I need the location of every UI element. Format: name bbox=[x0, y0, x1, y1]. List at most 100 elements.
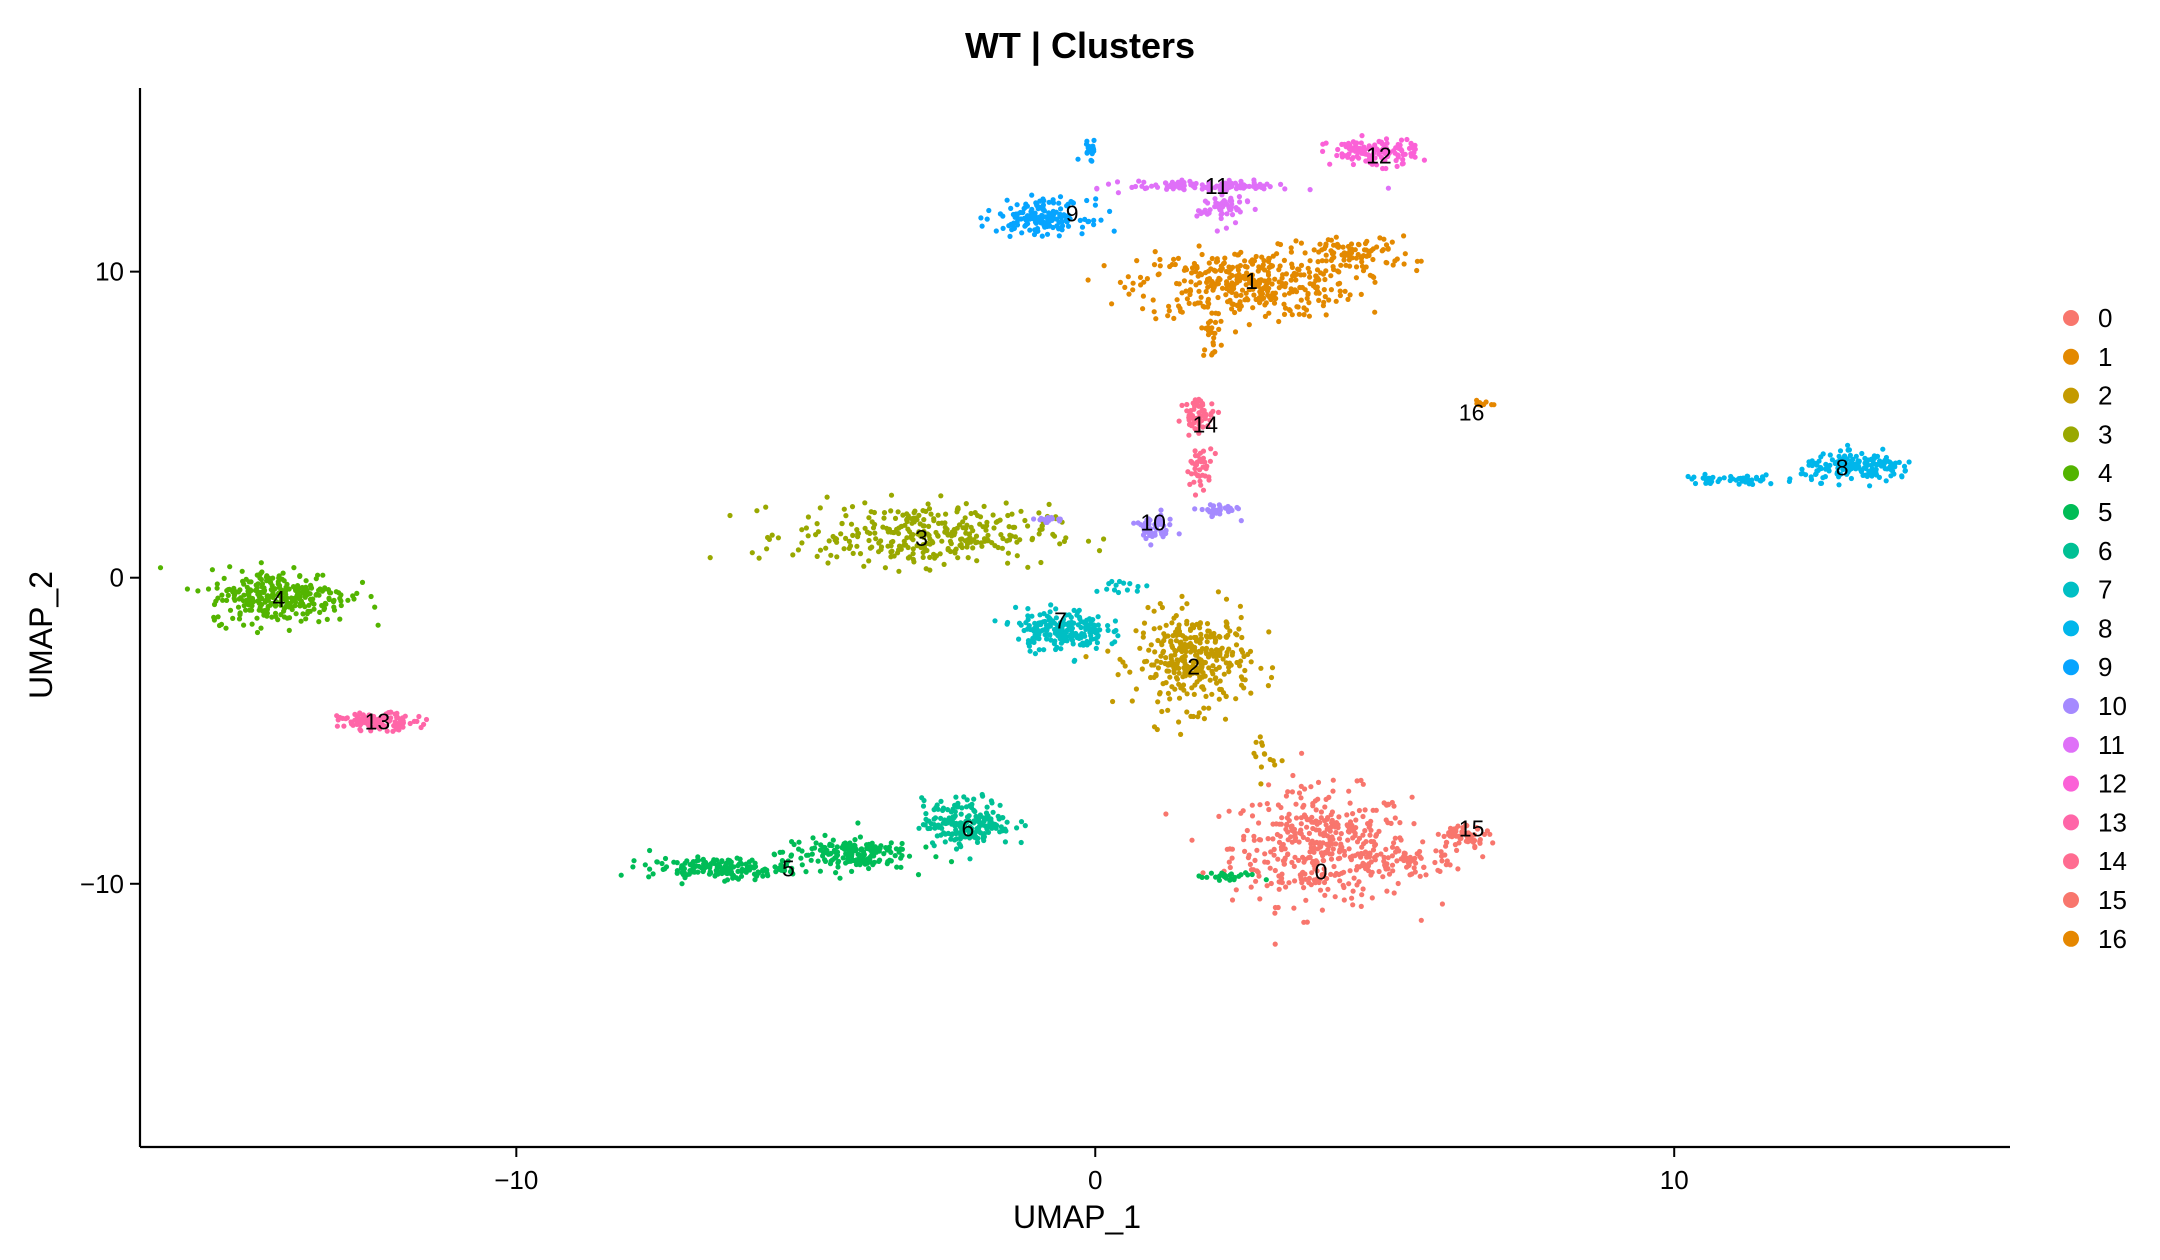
data-point bbox=[1166, 303, 1172, 309]
legend-label: 12 bbox=[2098, 769, 2127, 799]
data-point bbox=[958, 811, 964, 817]
data-point bbox=[337, 616, 343, 622]
data-point bbox=[1164, 661, 1170, 667]
data-point bbox=[1094, 640, 1100, 646]
data-point bbox=[1242, 848, 1248, 855]
data-point bbox=[945, 532, 951, 538]
cluster-label-11: 11 bbox=[1205, 173, 1229, 199]
data-point bbox=[1025, 213, 1031, 219]
data-point bbox=[1348, 241, 1355, 247]
data-point bbox=[1233, 642, 1240, 648]
data-point bbox=[1276, 839, 1283, 846]
data-point bbox=[1298, 240, 1304, 246]
data-point bbox=[976, 817, 982, 823]
data-point bbox=[857, 834, 864, 840]
data-point bbox=[963, 501, 969, 507]
data-point bbox=[1186, 417, 1192, 423]
data-point bbox=[1848, 475, 1854, 482]
data-point bbox=[1272, 762, 1278, 768]
data-point bbox=[1158, 507, 1164, 513]
data-point bbox=[968, 510, 974, 517]
data-point bbox=[1014, 222, 1021, 228]
data-point bbox=[1342, 852, 1348, 858]
data-point bbox=[866, 558, 872, 564]
data-point bbox=[302, 604, 308, 610]
data-point bbox=[1480, 854, 1486, 860]
data-point bbox=[1402, 151, 1408, 157]
data-point bbox=[695, 854, 701, 860]
data-point bbox=[993, 228, 999, 234]
data-point bbox=[1353, 817, 1359, 823]
data-point bbox=[849, 851, 855, 858]
data-point bbox=[873, 536, 879, 542]
data-point bbox=[1167, 263, 1173, 270]
data-point bbox=[881, 515, 887, 521]
data-point bbox=[1245, 275, 1251, 281]
data-point bbox=[1199, 325, 1205, 331]
data-point bbox=[1085, 538, 1092, 544]
data-point bbox=[1251, 837, 1257, 843]
data-point bbox=[865, 846, 871, 852]
data-point bbox=[987, 819, 993, 825]
data-point bbox=[1206, 187, 1212, 193]
data-point bbox=[1856, 458, 1862, 464]
data-point bbox=[1071, 607, 1077, 614]
data-point bbox=[1244, 827, 1250, 834]
data-point bbox=[1320, 857, 1326, 864]
data-point bbox=[1356, 835, 1363, 842]
data-point bbox=[1198, 294, 1204, 300]
data-point bbox=[1137, 274, 1144, 280]
data-point bbox=[838, 531, 844, 537]
data-point bbox=[1847, 452, 1853, 458]
data-point bbox=[1285, 851, 1291, 857]
data-point bbox=[1189, 664, 1195, 670]
data-point bbox=[423, 716, 430, 723]
data-point bbox=[1203, 633, 1209, 639]
data-point bbox=[959, 805, 965, 811]
data-point bbox=[1197, 467, 1203, 473]
cluster-label-2: 2 bbox=[1187, 653, 1200, 679]
data-point bbox=[1391, 148, 1397, 154]
data-point bbox=[1004, 621, 1010, 627]
data-point bbox=[1868, 470, 1874, 476]
data-point bbox=[1314, 288, 1321, 294]
data-point bbox=[998, 532, 1004, 538]
data-point bbox=[957, 836, 964, 842]
data-point bbox=[1023, 201, 1029, 207]
data-point bbox=[981, 834, 988, 840]
data-point bbox=[1035, 622, 1041, 628]
data-point bbox=[1398, 837, 1404, 843]
data-point bbox=[1340, 882, 1346, 889]
data-point bbox=[1083, 626, 1089, 633]
data-point bbox=[1207, 207, 1213, 213]
data-point bbox=[1310, 803, 1316, 809]
data-point bbox=[952, 550, 958, 556]
data-point bbox=[1383, 259, 1389, 266]
data-point bbox=[1702, 471, 1708, 477]
data-point bbox=[1264, 883, 1270, 889]
data-point bbox=[273, 602, 279, 609]
data-point bbox=[1209, 255, 1215, 262]
data-point bbox=[1253, 253, 1259, 260]
data-point bbox=[1130, 287, 1136, 293]
data-point bbox=[1347, 868, 1353, 874]
data-point bbox=[1289, 839, 1295, 845]
data-point bbox=[980, 793, 986, 799]
data-point bbox=[1184, 709, 1190, 715]
data-point bbox=[1333, 234, 1339, 240]
data-point bbox=[1382, 864, 1388, 870]
data-point bbox=[255, 581, 261, 587]
data-point bbox=[1320, 148, 1326, 154]
data-point bbox=[1257, 734, 1263, 740]
data-point bbox=[1349, 255, 1355, 261]
data-point bbox=[833, 870, 839, 876]
data-point bbox=[1026, 643, 1032, 649]
data-point bbox=[1372, 309, 1378, 315]
data-point bbox=[867, 530, 873, 537]
data-point bbox=[213, 598, 219, 604]
data-point bbox=[1363, 839, 1369, 845]
data-point bbox=[1221, 874, 1227, 880]
data-point bbox=[1257, 802, 1263, 808]
data-point bbox=[1256, 820, 1262, 826]
data-point bbox=[1276, 279, 1282, 285]
